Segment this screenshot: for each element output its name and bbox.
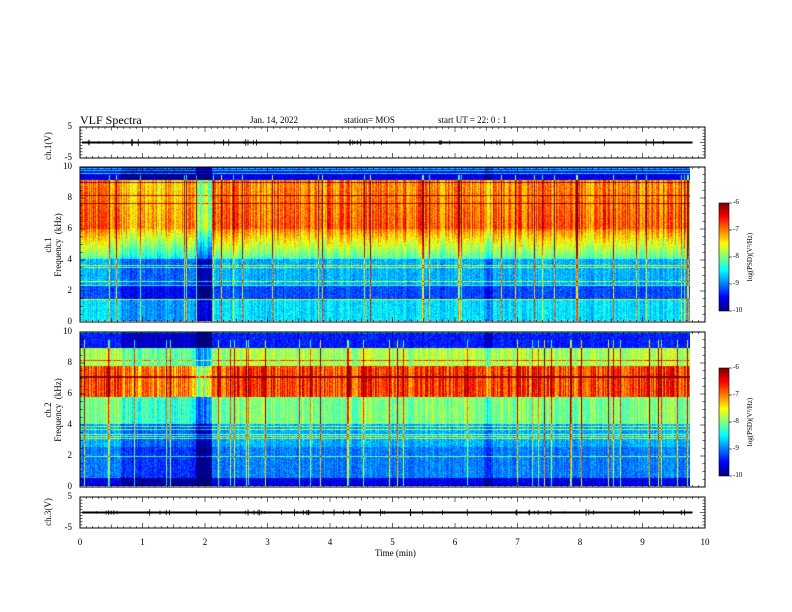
ch1-colorbar-label: log(PSD)(V²/Hz) xyxy=(746,232,754,282)
ch1-spectrogram-ylabel: ch.1 Frequency (kHz) xyxy=(43,213,63,277)
x-tick-label: 0 xyxy=(77,537,83,547)
x-tick-label: 5 xyxy=(390,537,395,547)
colorbar-tick-label: -8 xyxy=(733,252,739,260)
x-tick-label: 8 xyxy=(577,537,583,547)
colorbar-tick-label: -9 xyxy=(733,279,739,287)
y-tick-label: 6 xyxy=(67,388,73,398)
y-tick-label: 10 xyxy=(63,326,72,336)
x-tick-label: 2 xyxy=(202,537,208,547)
y-tick-label: 4 xyxy=(67,419,73,429)
y-tick-label: 0 xyxy=(67,481,73,491)
x-tick-label: 10 xyxy=(700,537,710,547)
colorbar-frame xyxy=(718,367,730,477)
colorbar-tick-label: -8 xyxy=(733,417,739,425)
ch2-colorbar-label: log(PSD)(V²/Hz) xyxy=(746,397,754,447)
y-tick-label: 2 xyxy=(67,450,73,460)
x-tick-label: 7 xyxy=(515,537,520,547)
figure-title: VLF Spectra xyxy=(80,113,142,127)
ch1-colorbar xyxy=(719,203,729,311)
y-tick-label: 5 xyxy=(67,491,73,501)
colorbar-frame xyxy=(718,202,730,312)
colorbar-tick-label: -6 xyxy=(733,198,739,206)
panel-frame-3 xyxy=(79,331,706,488)
x-tick-label: 3 xyxy=(265,537,270,547)
x-tick-label: 6 xyxy=(452,537,458,547)
date-label: Jan. 14, 2022 xyxy=(250,115,298,125)
x-tick-label: 1 xyxy=(140,537,145,547)
ch2-spectrogram-ylabel: ch.2 Frequency (kHz) xyxy=(43,378,63,442)
x-axis-label: Time (min) xyxy=(375,548,416,558)
x-tick-label: 4 xyxy=(327,537,333,547)
y-tick-label: 4 xyxy=(67,254,73,264)
ch3-waveform-ylabel: ch.3(V) xyxy=(43,498,53,526)
colorbar-tick-label: -6 xyxy=(733,363,739,371)
start-time-label: start UT = 22: 0 : 1 xyxy=(438,115,507,125)
ch2-spectrogram-image xyxy=(80,332,690,486)
ch2-colorbar xyxy=(719,368,729,476)
y-tick-label: 6 xyxy=(67,223,73,233)
colorbar-tick-label: -10 xyxy=(733,306,743,314)
panel-frame-2 xyxy=(79,166,706,323)
colorbar-tick-label: -10 xyxy=(733,471,743,479)
y-tick-label: -5 xyxy=(64,152,73,162)
x-tick-label: 9 xyxy=(640,537,645,547)
y-tick-label: 5 xyxy=(67,121,73,131)
colorbar-tick-label: -9 xyxy=(733,444,739,452)
ch1-spectrogram-image xyxy=(80,167,690,321)
y-tick-label: 8 xyxy=(67,357,73,367)
y-tick-label: -5 xyxy=(64,522,73,532)
y-tick-label: 10 xyxy=(63,161,72,171)
y-tick-label: 2 xyxy=(67,285,73,295)
y-tick-label: 8 xyxy=(67,192,73,202)
colorbar-tick-label: -7 xyxy=(733,225,739,233)
y-tick-label: 0 xyxy=(67,316,73,326)
colorbar-tick-label: -7 xyxy=(733,390,739,398)
ch1-waveform-ylabel: ch.1(V) xyxy=(43,132,53,160)
station-label: station= MOS xyxy=(344,115,395,125)
